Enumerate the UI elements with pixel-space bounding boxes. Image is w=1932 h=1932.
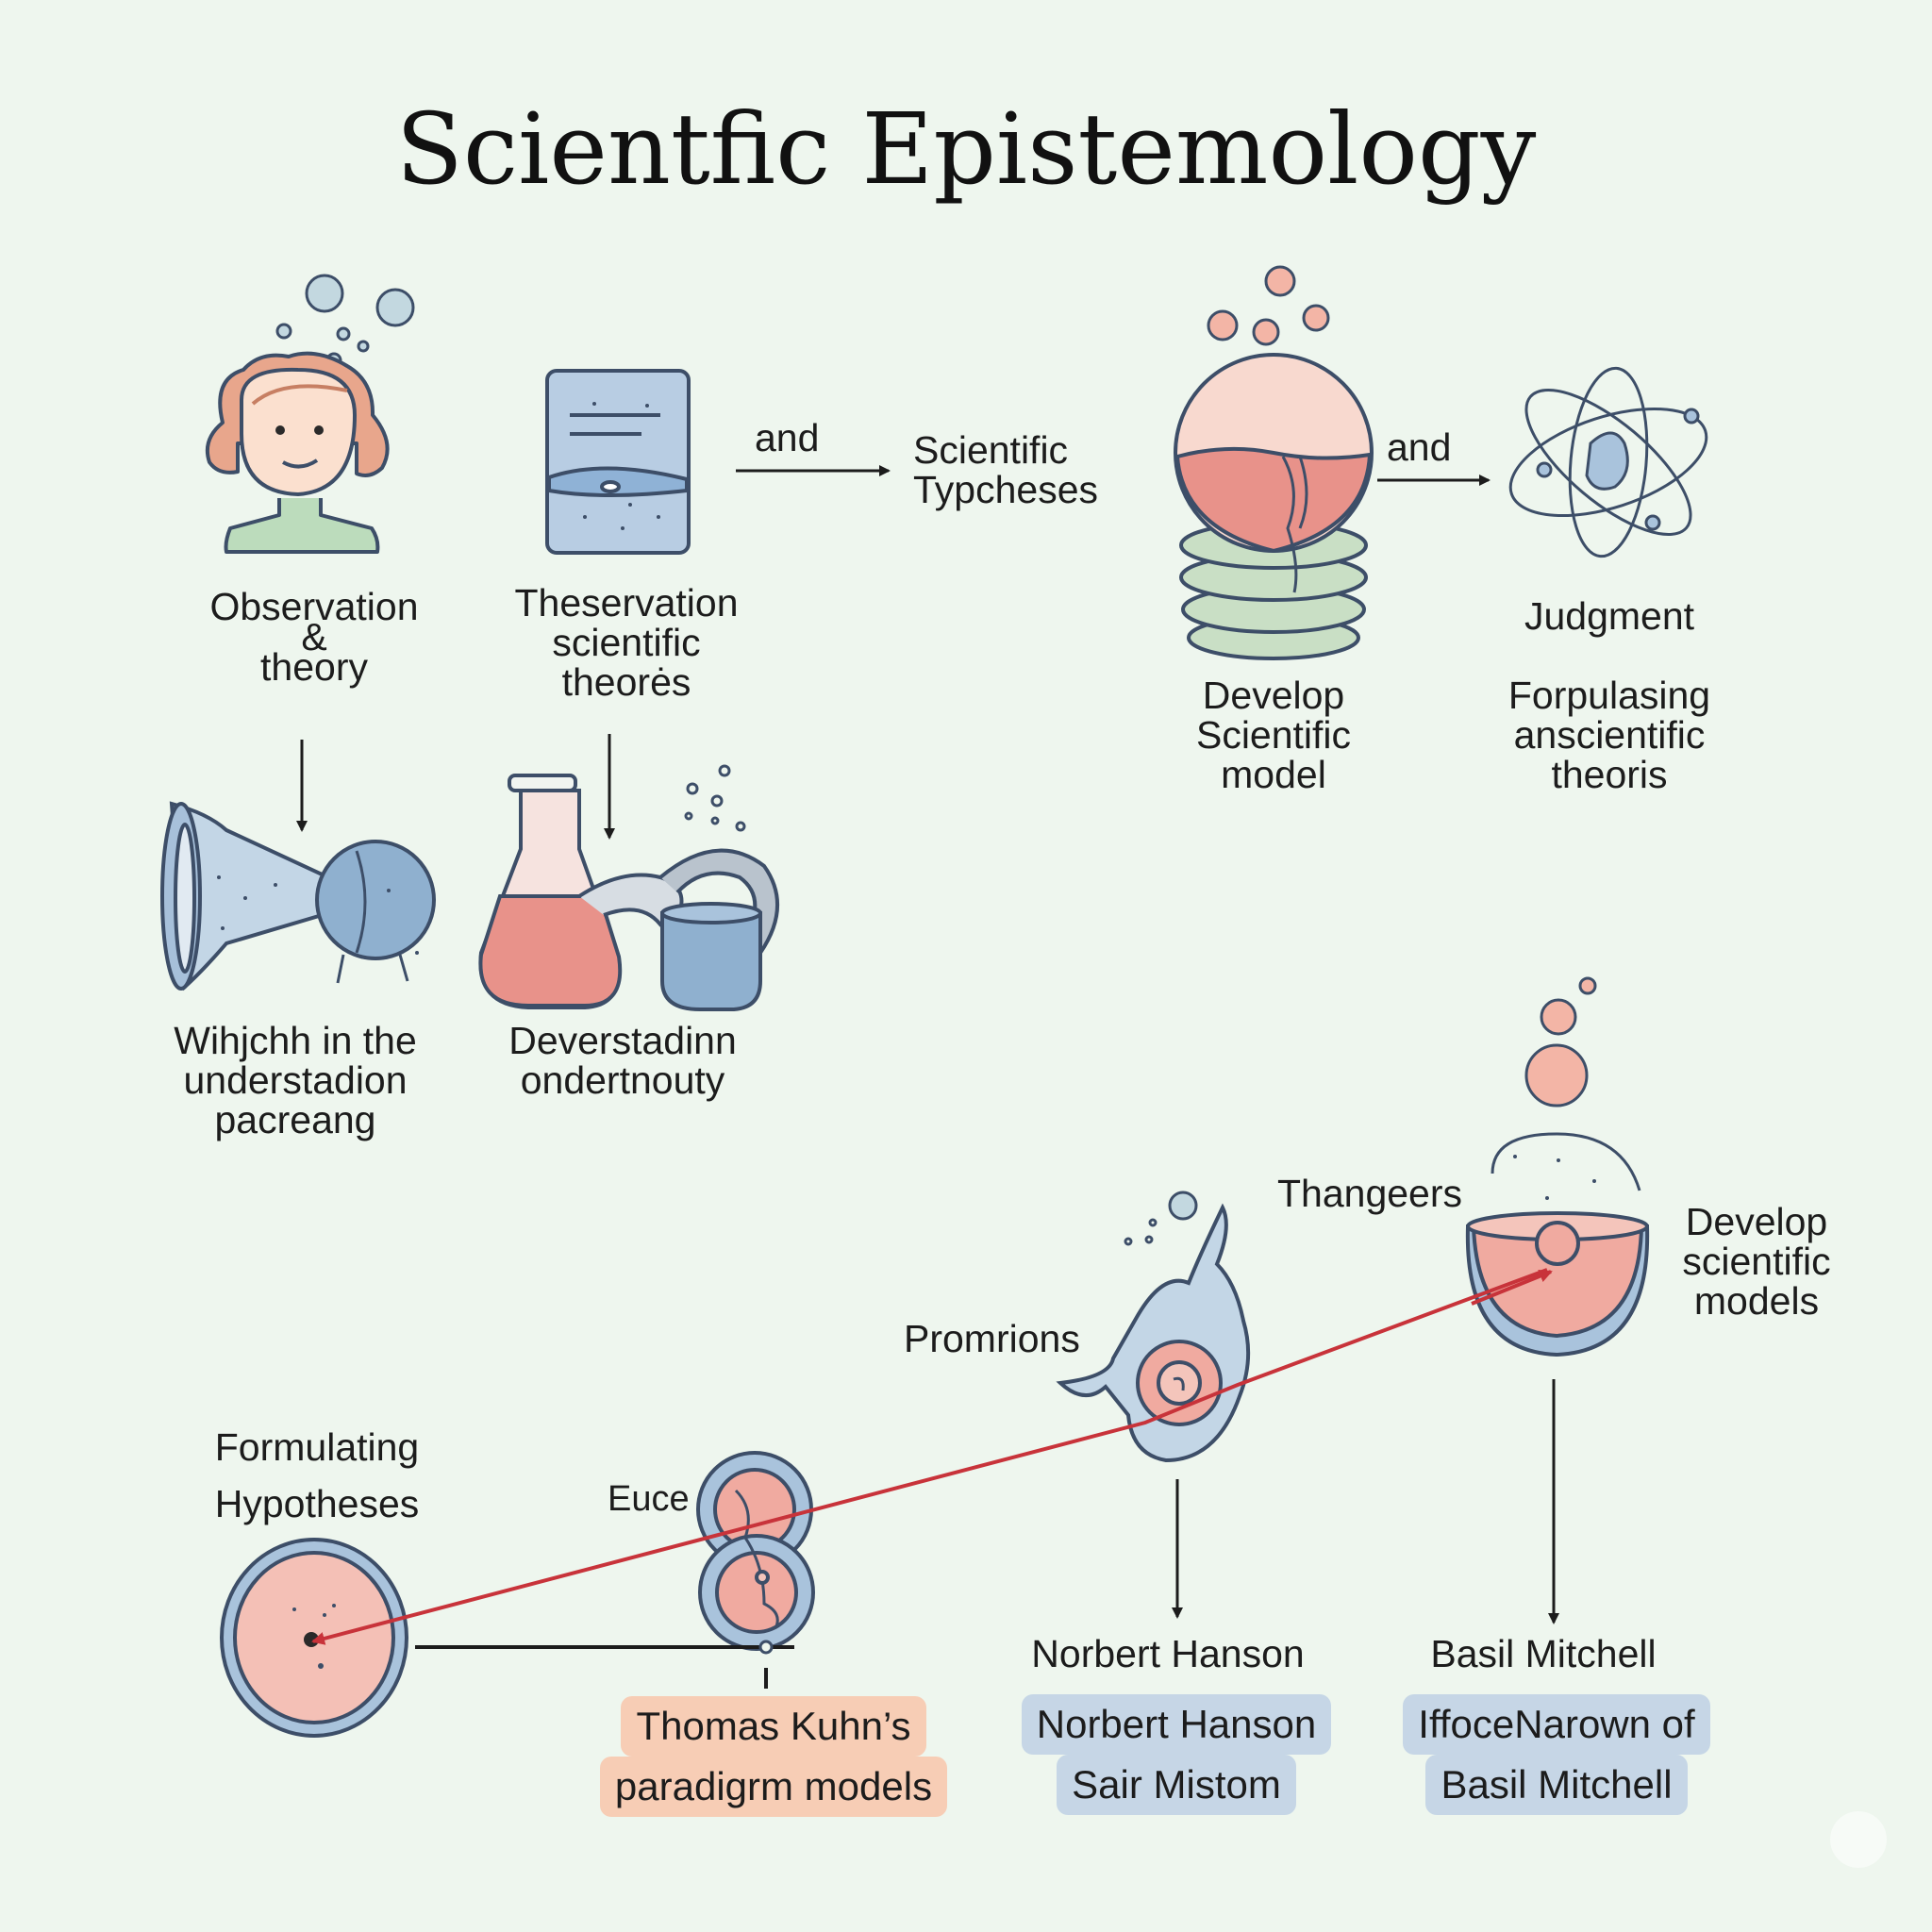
dots-icon xyxy=(684,764,746,832)
box-thomas-kuhn: Thomas Kuhn’s paradigrm models xyxy=(579,1696,968,1817)
label-and-2: and xyxy=(1387,425,1452,469)
label-which-understanding: Wihjchh in the understadion pacreang xyxy=(174,1019,417,1141)
red-progression-arrow xyxy=(311,1268,1548,1645)
label-euce: Euce xyxy=(608,1479,690,1519)
round-flask-model-icon xyxy=(1174,353,1374,660)
label-develop-scientific-model: Develop Scientific model xyxy=(1195,674,1352,796)
box-norbert-hanson: Norbert Hanson Sair Mistom xyxy=(1011,1694,1341,1815)
baseline-dot xyxy=(758,1640,774,1655)
red-arrow-head-bowl xyxy=(1471,1270,1553,1306)
bowl-model-icon xyxy=(1465,1132,1650,1357)
label-basil-mitchell: Basil Mitchell xyxy=(1430,1632,1657,1675)
scientist-person-icon xyxy=(205,351,390,554)
pink-bubbles-right-icon xyxy=(1524,976,1597,1108)
label-norbert-hanson: Norbert Hanson xyxy=(1031,1632,1305,1675)
label-deverstadinn: Deverstadinn ondertnouty xyxy=(508,1019,737,1102)
label-thangeers: Thangeers xyxy=(1277,1172,1463,1215)
label-formulating-theories: Forpulasing anscientific theoris xyxy=(1507,674,1711,796)
label-develop-scientific-models: Develop scientific models xyxy=(1682,1200,1831,1323)
label-judgment: Judgment xyxy=(1524,594,1695,638)
splash-cell-icon xyxy=(1056,1191,1251,1463)
label-promrions: Promrions xyxy=(904,1317,1080,1360)
tablet-icon xyxy=(545,369,691,555)
bubbles-icon xyxy=(275,274,415,369)
box-basil-mitchell: IffoceNarown of Basil Mitchell xyxy=(1387,1694,1726,1815)
label-scientific-hypotheses: Scientific Typcheses xyxy=(913,428,1098,511)
pink-bubbles-icon xyxy=(1207,265,1330,346)
petri-cell-icon xyxy=(220,1538,408,1738)
corner-mark xyxy=(1830,1811,1887,1868)
label-observation-theory: Observation & theory xyxy=(209,585,419,689)
erlenmeyer-flask-beaker-icon xyxy=(478,774,780,1011)
label-and-1: and xyxy=(755,416,820,459)
label-formulating-hypotheses: Formulating Hypotheses xyxy=(214,1425,420,1525)
funnel-sphere-icon xyxy=(160,801,436,991)
double-cell-icon xyxy=(696,1451,815,1651)
atom-icon xyxy=(1508,366,1708,558)
label-theservation: Theservation scientific theorės xyxy=(514,581,739,704)
page-title: Scientfic Epistemology xyxy=(395,92,1537,207)
